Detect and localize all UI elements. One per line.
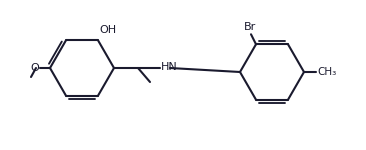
Text: HN: HN xyxy=(161,62,178,72)
Text: Br: Br xyxy=(244,22,256,32)
Text: CH₃: CH₃ xyxy=(317,67,336,77)
Text: O: O xyxy=(30,63,39,73)
Text: OH: OH xyxy=(99,25,116,35)
